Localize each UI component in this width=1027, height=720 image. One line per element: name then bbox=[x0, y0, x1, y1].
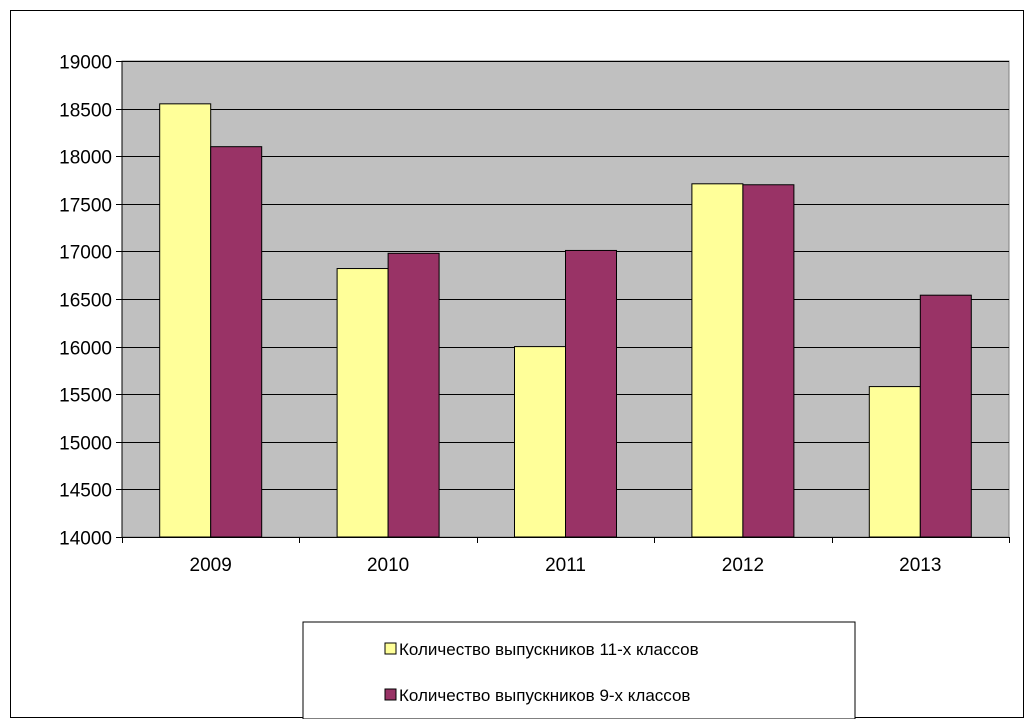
y-tick-label: 18000 bbox=[59, 148, 112, 169]
x-tick-label: 2012 bbox=[722, 555, 764, 576]
bar-2009-series-1 bbox=[160, 104, 211, 537]
y-tick-label: 16000 bbox=[59, 339, 112, 360]
bar-chart: 14000 14500 15000 15500 16000 16500 17000 17500… bbox=[11, 11, 1025, 719]
legend-label: Количество выпускников 9-х классов bbox=[399, 686, 690, 705]
legend: Количество выпускников 11-х классов Колич… bbox=[303, 622, 855, 719]
legend-swatch bbox=[385, 689, 396, 700]
y-tick-label: 18500 bbox=[59, 101, 112, 122]
bar-2010-series-1 bbox=[337, 269, 388, 537]
y-tick-label: 14500 bbox=[59, 481, 112, 502]
y-tick-label: 17500 bbox=[59, 196, 112, 217]
legend-item: Количество выпускников 9-х классов bbox=[385, 686, 690, 705]
y-tick-label: 17000 bbox=[59, 243, 112, 264]
bar-2010-series-2 bbox=[388, 253, 439, 537]
bar-2013-series-1 bbox=[869, 387, 920, 537]
chart-frame: 14000 14500 15000 15500 16000 16500 17000 17500… bbox=[10, 10, 1024, 718]
x-axis-tick-labels: 2009 2010 2011 2012 2013 bbox=[123, 537, 1010, 576]
x-tick-label: 2010 bbox=[367, 555, 409, 576]
x-tick-label: 2013 bbox=[899, 555, 941, 576]
x-tick-label: 2009 bbox=[190, 555, 232, 576]
y-tick-label: 16500 bbox=[59, 291, 112, 312]
x-tick-label: 2011 bbox=[545, 555, 586, 576]
bar-2009-series-2 bbox=[211, 147, 262, 537]
y-axis-tick-labels: 14000 14500 15000 15500 16000 16500 17000 17500… bbox=[59, 53, 122, 550]
y-tick-label: 19000 bbox=[59, 53, 112, 74]
legend-item: Количество выпускников 11-х классов bbox=[385, 640, 699, 659]
bar-2012-series-2 bbox=[743, 185, 794, 537]
y-tick-label: 14000 bbox=[59, 529, 112, 550]
legend-label: Количество выпускников 11-х классов bbox=[399, 640, 699, 659]
bar-2012-series-1 bbox=[692, 184, 743, 537]
bar-2013-series-2 bbox=[920, 295, 971, 537]
legend-swatch bbox=[385, 643, 396, 654]
y-tick-label: 15500 bbox=[59, 386, 112, 407]
y-tick-label: 15000 bbox=[59, 434, 112, 455]
bar-2011-series-2 bbox=[566, 250, 617, 537]
bar-2011-series-1 bbox=[515, 347, 566, 537]
